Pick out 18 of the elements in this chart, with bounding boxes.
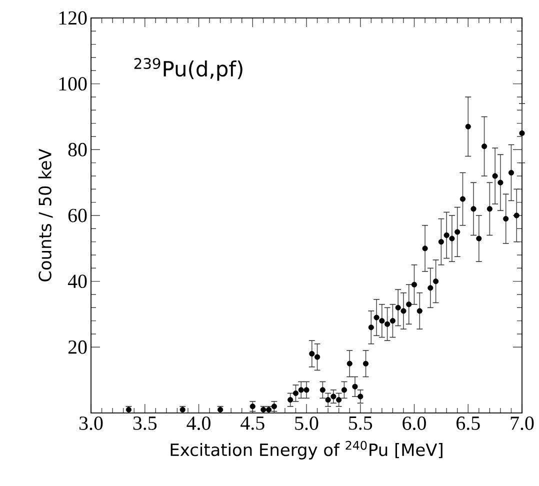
x-tick-label: 5.0 (295, 416, 318, 430)
x-tick-label: 3.5 (133, 416, 157, 430)
x-tick-label: 6.5 (456, 416, 480, 430)
y-axis-title: Counts / 50 keV (38, 148, 53, 282)
x-tick-label: 4.5 (240, 416, 264, 430)
x-tick-label: 7.0 (510, 416, 534, 430)
y-tick-label: 20 (68, 340, 87, 354)
x-tick-label: 4.0 (186, 416, 210, 430)
y-tick-label: 80 (68, 142, 87, 156)
x-axis-title: Excitation Energy of $^{240}$Pu [MeV] (170, 440, 442, 460)
y-tick-label: 120 (59, 11, 87, 25)
x-tick-label: 3.0 (80, 416, 103, 430)
annotation: $^{239}$Pu(d,pf) (134, 58, 242, 81)
y-tick-label: 100 (59, 77, 87, 91)
y-tick-label: 60 (68, 208, 87, 222)
y-tick-label: 40 (68, 274, 87, 288)
x-tick-label: 6.0 (402, 416, 426, 430)
x-tick-label: 5.5 (349, 416, 372, 430)
